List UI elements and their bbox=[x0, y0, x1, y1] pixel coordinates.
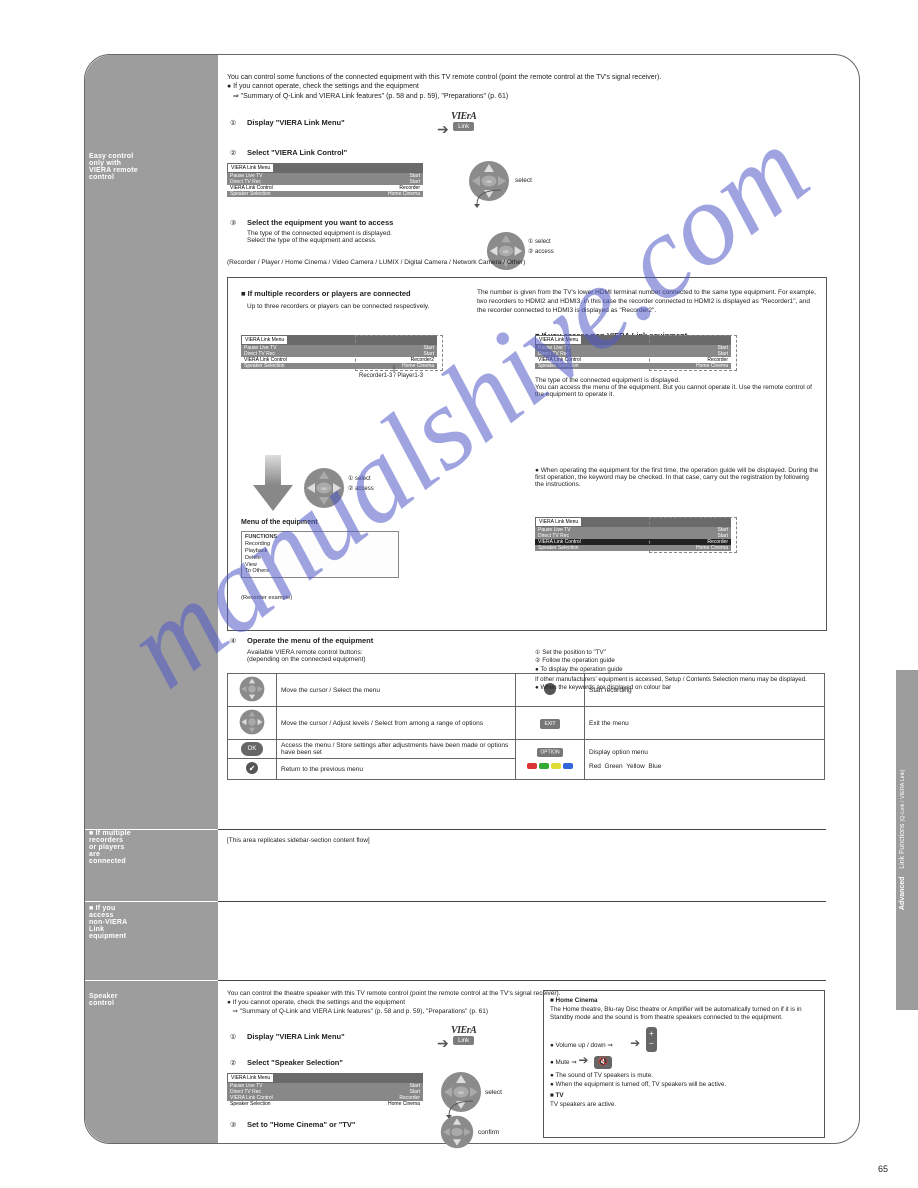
down-arrow-icon bbox=[253, 455, 293, 517]
step1-title: Display "VIERA Link Menu" bbox=[247, 118, 345, 127]
step4-right: ① Set the position to "TV" ② Follow the … bbox=[535, 649, 831, 693]
menu-box: FUNCTIONS RecordingPlaybackDeleteViewTo … bbox=[241, 531, 399, 578]
step2-select: select bbox=[515, 177, 532, 184]
multi-hint: The number is given from the TV's lower … bbox=[477, 289, 819, 315]
speaker-step2: Select "Speaker Selection" bbox=[247, 1058, 343, 1067]
right-tab: Advanced Link Functions (Q-Link / VIERA … bbox=[896, 670, 918, 1010]
step3-title: Select the equipment you want to access bbox=[247, 218, 393, 227]
page-number: 65 bbox=[878, 1164, 888, 1174]
spk-confirm: confirm bbox=[478, 1129, 499, 1136]
step3-num: ③ bbox=[230, 219, 236, 227]
avail-intro: Available VIERA remote control buttons: … bbox=[247, 649, 366, 663]
step4-title: Operate the menu of the equipment bbox=[247, 636, 373, 645]
intro-text: You can control some functions of the co… bbox=[227, 73, 835, 101]
svg-text:OK: OK bbox=[321, 486, 327, 491]
sidebar-item-control: Easy controlonly withVIERA remotecontrol bbox=[89, 153, 138, 181]
dash-3 bbox=[649, 517, 737, 553]
multi-text: Up to three recorders or players can be … bbox=[247, 303, 453, 310]
hc-box: ■ Home Cinema The Home theatre, Blu-ray … bbox=[543, 990, 825, 1138]
step1-num: ① bbox=[230, 119, 236, 127]
sidebar-nonv: ■ If youaccessnon-VIERALinkequipment bbox=[89, 905, 127, 940]
nonv-text: The type of the connected equipment is d… bbox=[535, 377, 819, 398]
sidebar-multi: ■ If multiplerecordersor playersareconne… bbox=[89, 830, 131, 865]
vieralink-btn: VIErA Link bbox=[451, 111, 476, 131]
vlm-title: VIERA Link Menu bbox=[228, 164, 273, 172]
dpad-sp2: OK bbox=[440, 1071, 482, 1115]
step2-title: Select "VIERA Link Control" bbox=[247, 148, 347, 157]
div2 bbox=[85, 901, 218, 902]
link-label: Link bbox=[453, 122, 474, 131]
div1 bbox=[85, 829, 218, 830]
s3num: ③ bbox=[230, 1121, 236, 1129]
first-note: ● When operating the equipment for the f… bbox=[535, 467, 819, 488]
viera-logo: VIErA bbox=[451, 111, 476, 122]
step2-num: ② bbox=[230, 149, 236, 157]
arrow2-icon: ➔ bbox=[437, 1035, 449, 1052]
sheet: Easy controlonly withVIERA remotecontrol… bbox=[84, 54, 860, 1144]
menu-title: Menu of the equipment bbox=[241, 519, 318, 526]
speaker-step3: Set to "Home Cinema" or "TV" bbox=[247, 1120, 355, 1129]
svg-text:OK: OK bbox=[486, 179, 492, 184]
arrow-icon: ➔ bbox=[437, 121, 449, 138]
vlm-bar-1: VIERA Link Menu Pause Live TVStart Direc… bbox=[227, 163, 423, 197]
step3-intro: The type of the connected equipment is d… bbox=[247, 230, 392, 244]
div3 bbox=[85, 980, 218, 981]
page: Easy controlonly withVIERA remotecontrol… bbox=[0, 0, 918, 1188]
dpad-step2: OK bbox=[468, 160, 510, 204]
label-multi: Recorder1-3 / Player1-3 bbox=[359, 373, 423, 379]
step3-labels: ① select② access bbox=[528, 238, 554, 257]
multi-hdr: ■ If multiple recorders or players are c… bbox=[241, 289, 411, 298]
dash-2 bbox=[649, 335, 737, 371]
svg-text:OK: OK bbox=[503, 250, 509, 254]
vieralink-btn2: VIErA Link bbox=[451, 1025, 476, 1045]
vlm-bar-5: VIERA Link Menu Pause Live TVStart Direc… bbox=[227, 1073, 423, 1107]
dpad-mid: OK bbox=[303, 467, 345, 511]
s1num: ① bbox=[230, 1033, 236, 1041]
dash-1 bbox=[355, 335, 443, 371]
blk-multi-main: [This area replicates sidebar-section co… bbox=[227, 837, 831, 846]
s2num: ② bbox=[230, 1059, 236, 1067]
mid-labels: ① select② access bbox=[348, 475, 374, 494]
svg-text:OK: OK bbox=[458, 1090, 464, 1095]
step4-num: ④ bbox=[230, 637, 236, 645]
dpad-step3: OK bbox=[486, 231, 526, 273]
spk-select: select bbox=[485, 1089, 502, 1096]
step3-types: (Recorder / Player / Home Cinema / Video… bbox=[227, 259, 831, 266]
sidebar-speaker: Speakercontrol bbox=[89, 993, 118, 1007]
recorder-ex: (Recorder example) bbox=[241, 595, 449, 601]
dpad-sp3 bbox=[440, 1115, 474, 1151]
speaker-step1: Display "VIERA Link Menu" bbox=[247, 1032, 345, 1041]
